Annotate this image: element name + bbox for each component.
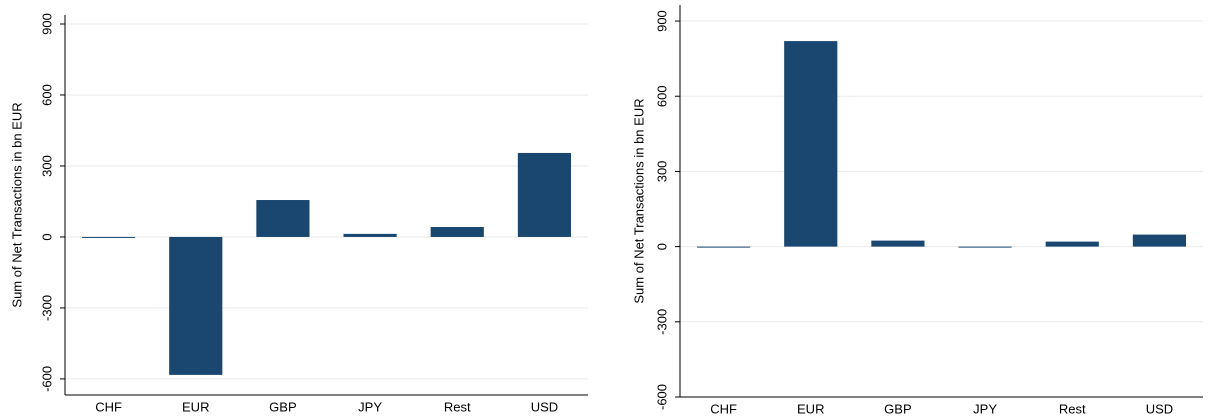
x-tick-label: EUR xyxy=(182,399,209,414)
bar xyxy=(696,246,751,248)
y-tick-label: 0 xyxy=(39,233,54,240)
bar xyxy=(430,227,484,237)
x-tick-label: JPY xyxy=(358,399,382,414)
bar xyxy=(169,236,223,375)
x-tick-label: GBP xyxy=(884,401,911,416)
x-tick-label: USD xyxy=(531,399,558,414)
bar xyxy=(256,200,310,237)
y-tick-label: -600 xyxy=(654,384,669,410)
y-axis-title: Sum of Net Transactions in bn EUR xyxy=(631,98,646,303)
y-tick-label: 900 xyxy=(39,13,54,35)
x-tick-label: GBP xyxy=(269,399,296,414)
y-axis-title: Sum of Net Transactions in bn EUR xyxy=(9,102,24,307)
bar xyxy=(871,240,925,247)
x-tick-label: Rest xyxy=(444,399,471,414)
x-tick-label: EUR xyxy=(797,401,824,416)
y-tick-label: -600 xyxy=(39,366,54,392)
y-tick-label: -300 xyxy=(39,295,54,321)
bar xyxy=(784,41,838,247)
y-tick-label: 600 xyxy=(39,84,54,106)
y-tick-label: 300 xyxy=(39,155,54,177)
y-tick-label: 900 xyxy=(654,10,669,32)
bar xyxy=(1132,234,1187,247)
x-tick-label: CHF xyxy=(95,399,122,414)
x-tick-label: Rest xyxy=(1059,401,1086,416)
bar xyxy=(81,236,136,238)
y-tick-label: -300 xyxy=(654,309,669,335)
y-tick-label: 0 xyxy=(654,243,669,250)
y-tick-label: 600 xyxy=(654,85,669,107)
x-tick-label: CHF xyxy=(710,401,737,416)
x-tick-label: USD xyxy=(1146,401,1173,416)
bar xyxy=(343,233,397,237)
bar xyxy=(958,246,1012,248)
y-tick-label: 300 xyxy=(654,161,669,183)
bar xyxy=(1045,241,1099,247)
x-tick-label: JPY xyxy=(973,401,997,416)
bar xyxy=(517,152,572,237)
